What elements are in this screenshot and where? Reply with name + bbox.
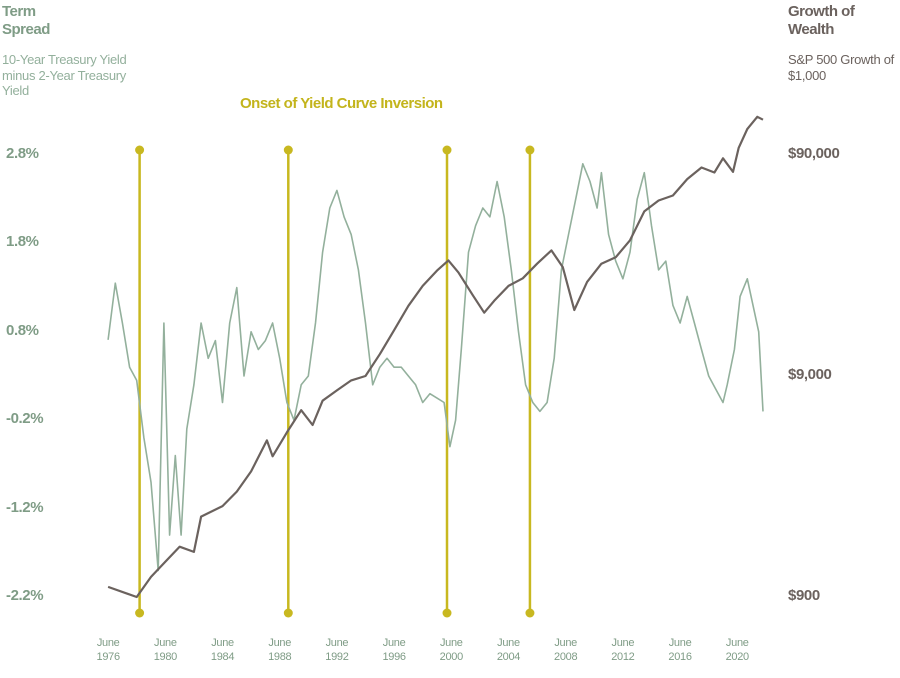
y2-tick-label: $900 — [788, 587, 820, 604]
y-tick-label: -0.2% — [6, 410, 44, 428]
inversion-dot — [135, 145, 145, 155]
series-line — [107, 163, 764, 572]
inversion-dot — [283, 608, 293, 618]
y-tick-label: 0.8% — [6, 321, 39, 339]
y2-tick-label: $90,000 — [788, 145, 840, 162]
x-tick-label: June 1988 — [268, 637, 292, 664]
inversion-dot — [283, 145, 293, 155]
annotation: Onset of Yield Curve Inversion — [240, 95, 443, 112]
y-tick-label: 1.8% — [6, 233, 39, 251]
y-tick-label: -2.2% — [6, 587, 44, 604]
inversion-dot — [525, 145, 535, 155]
x-tick-label: June 1976 — [96, 637, 121, 664]
y-tick-label: 2.8% — [6, 145, 39, 162]
x-tick-label: June 1984 — [210, 637, 235, 664]
x-tick-label: June 2000 — [439, 637, 464, 664]
y2-tick-label: $9,000 — [788, 366, 832, 383]
right-axis-subtitle: S&P 500 Growth of $1,000 — [788, 52, 894, 83]
left-axis-title: Term Spread — [2, 3, 50, 38]
series-line — [107, 115, 764, 599]
inversion-dot — [442, 145, 452, 155]
x-tick-label: June 1992 — [325, 637, 349, 664]
inversion-dot — [442, 608, 452, 618]
left-axis-subtitle: 10-Year Treasury Yield minus 2-Year Trea… — [2, 52, 127, 99]
x-tick-label: June 1980 — [153, 637, 178, 664]
x-tick-label: June 2012 — [611, 637, 635, 664]
y-tick-label: -1.2% — [6, 498, 44, 516]
x-tick-label: June 2020 — [725, 637, 750, 664]
x-tick-label: June 2008 — [554, 637, 578, 664]
x-tick-label: June 2004 — [496, 637, 521, 664]
inversion-dot — [525, 608, 535, 618]
x-tick-label: June 2016 — [668, 637, 692, 664]
right-axis-title: Growth of Wealth — [788, 3, 855, 38]
inversion-dot — [135, 608, 145, 618]
x-tick-label: June 1996 — [382, 637, 406, 664]
